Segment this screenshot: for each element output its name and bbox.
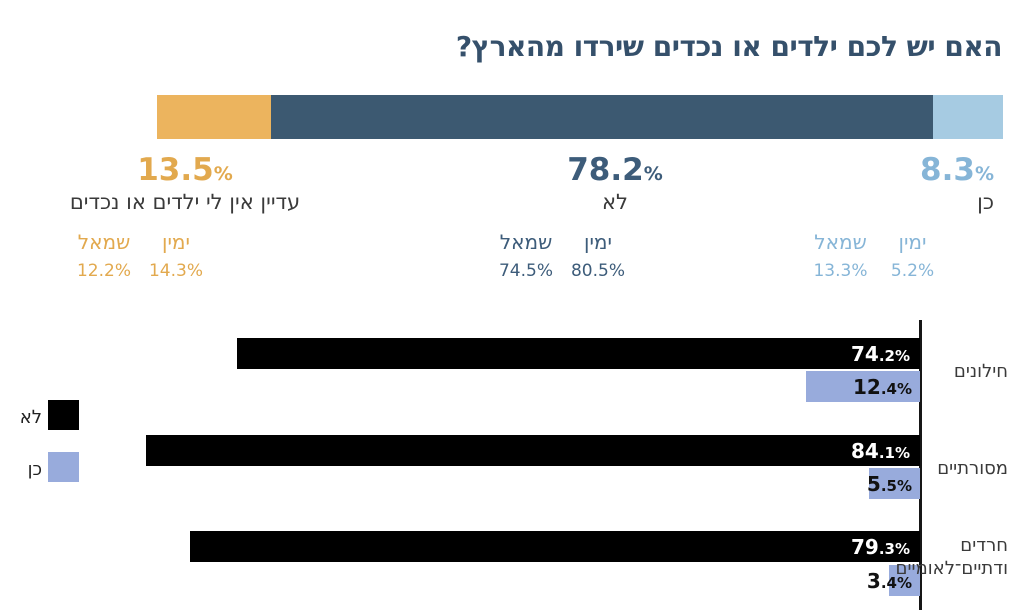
- category-label-haredi-national-religious: חרדים ודתיים־לאומיים: [895, 535, 1008, 580]
- breakdown-col-left: שמאל 13.3%: [805, 230, 877, 281]
- chart-title: האם יש לכם ילדים או נכדים שירדו מהארץ?: [455, 30, 1003, 63]
- percent-sign: %: [917, 261, 935, 281]
- breakdown-header-right: ימין: [898, 230, 927, 254]
- breakdown-col-left: שמאל 12.2%: [68, 230, 140, 281]
- breakdown-col-left: שמאל 74.5%: [490, 230, 562, 281]
- category-label-traditional: מסורתיים: [937, 458, 1008, 479]
- breakdown-columns: ימין 5.2% שמאל 13.3%: [759, 230, 994, 281]
- breakdown-header-left: שמאל: [814, 230, 867, 254]
- summary-value: 78.2%: [455, 155, 775, 186]
- summary-group-yes: 8.3% כן ימין 5.2% שמאל 13.3%: [775, 155, 1010, 282]
- summary-group-no: 78.2% לא ימין 80.5% שמאל 74.5%: [455, 155, 775, 282]
- breakdown-col-right: ימין 14.3%: [140, 230, 212, 281]
- breakdown-number: 5.2: [890, 261, 918, 281]
- breakdown-number: 14.3: [148, 261, 187, 281]
- summary-value-number: 8.3: [920, 152, 975, 188]
- summary-value: 13.5%: [25, 155, 345, 186]
- percent-sign: %: [608, 261, 625, 281]
- summary-label: לא: [602, 190, 628, 214]
- summary-group-no-children-yet: 13.5% עדיין אין לי ילדים או נכדים ימין 1…: [25, 155, 345, 282]
- breakdown-columns: ימין 80.5% שמאל 74.5%: [402, 230, 722, 281]
- summary-value-number: 78.2: [567, 152, 644, 188]
- summary-value: 8.3%: [775, 155, 1010, 186]
- breakdown-value-right: 80.5%: [562, 261, 634, 281]
- stacked-bar: [157, 95, 1003, 139]
- breakdown-columns: ימין 14.3% שמאל 12.2%: [0, 230, 300, 281]
- bar-secular-yes: 12.4%: [805, 371, 920, 402]
- bar-value-label: 12.4%: [852, 374, 912, 399]
- breakdown-col-right: ימין 5.2%: [877, 230, 949, 281]
- breakdown-number: 12.2: [76, 261, 115, 281]
- summary-label: כן: [977, 190, 994, 214]
- legend-swatch-yes: [48, 452, 79, 482]
- percent-sign: %: [643, 163, 663, 185]
- bar-value-label: 74.2%: [850, 341, 910, 366]
- bar-value-label: 5.5%: [866, 471, 912, 496]
- category-label-secular: חילונים: [953, 361, 1008, 382]
- bar-traditional-yes: 5.5%: [866, 468, 920, 499]
- breakdown-header-right: ימין: [162, 230, 190, 254]
- percent-sign: %: [114, 261, 131, 281]
- summary-value-number: 13.5: [137, 152, 214, 188]
- legend-swatch-no: [48, 400, 79, 430]
- breakdown-value-left: 13.3%: [805, 261, 877, 281]
- bar-value-label: 3.4%: [866, 568, 912, 593]
- breakdown-number: 74.5: [498, 261, 537, 281]
- percent-sign: %: [186, 261, 203, 281]
- percent-sign: %: [536, 261, 553, 281]
- bar-traditional-no: 84.1%: [146, 435, 920, 466]
- breakdown-number: 13.3: [813, 261, 852, 281]
- stacked-segment-no-children-yet: [157, 95, 272, 139]
- breakdown-header-right: ימין: [584, 230, 612, 254]
- bar-value-label: 84.1%: [850, 438, 910, 463]
- percent-sign: %: [851, 261, 868, 281]
- breakdown-header-left: שמאל: [77, 230, 131, 254]
- stacked-segment-yes: [932, 95, 1003, 139]
- breakdown-number: 80.5: [570, 261, 609, 281]
- legend-label-yes: כן: [27, 459, 42, 480]
- legend-label-no: לא: [19, 407, 42, 428]
- breakdown-value-right: 5.2%: [877, 261, 949, 281]
- bar-value-label: 79.3%: [850, 534, 910, 559]
- breakdown-value-right: 14.3%: [140, 261, 212, 281]
- stacked-segment-no: [271, 95, 933, 139]
- percent-sign: %: [213, 163, 233, 185]
- percent-sign: %: [974, 163, 994, 185]
- bar-haredi-no: 79.3%: [190, 531, 920, 562]
- breakdown-header-left: שמאל: [499, 230, 553, 254]
- breakdown-value-left: 74.5%: [490, 261, 562, 281]
- summary-label: עדיין אין לי ילדים או נכדים: [69, 190, 301, 214]
- bar-haredi-yes: 3.4%: [867, 565, 920, 596]
- breakdown-value-left: 12.2%: [68, 261, 140, 281]
- breakdown-col-right: ימין 80.5%: [562, 230, 634, 281]
- bar-secular-no: 74.2%: [237, 338, 920, 369]
- category-axis-line: [919, 320, 922, 610]
